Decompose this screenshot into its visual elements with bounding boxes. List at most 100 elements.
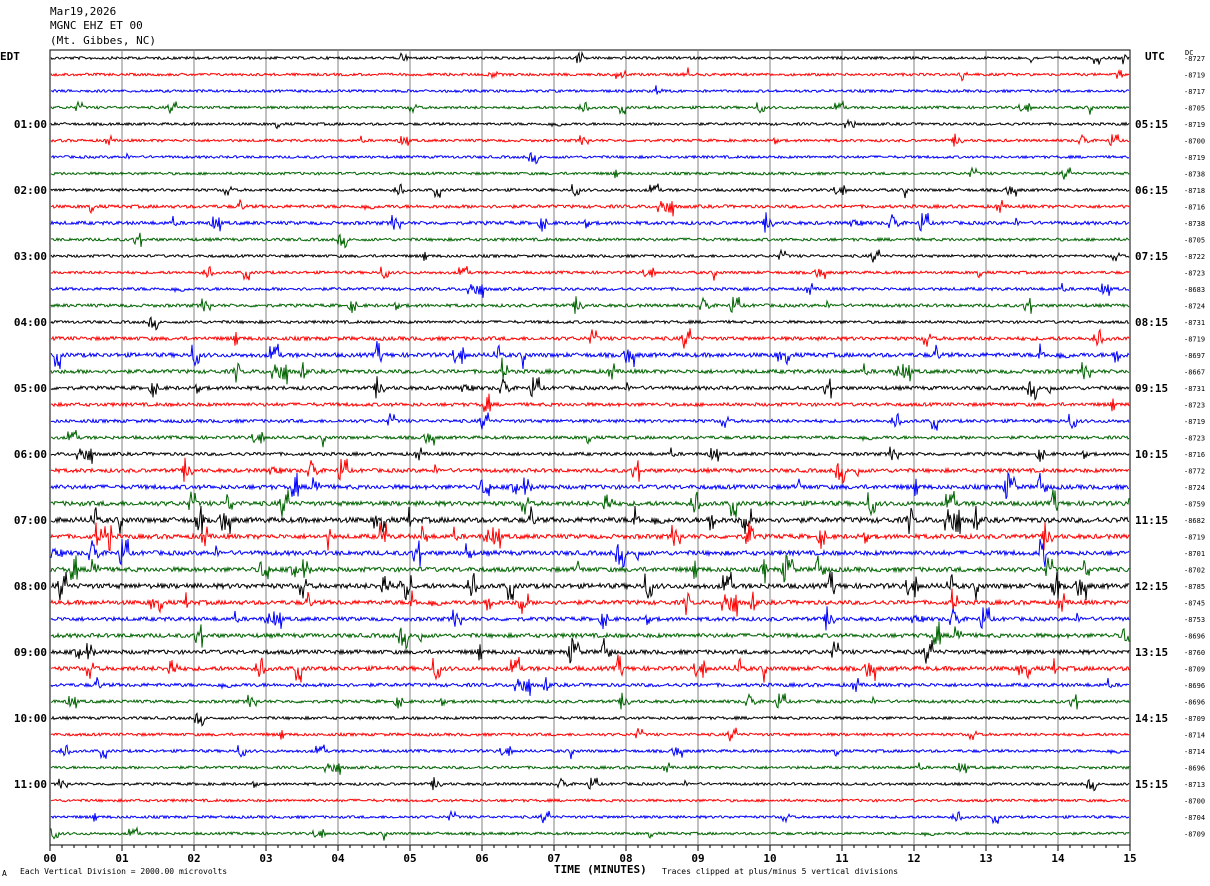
- dc-offset-label: -8718: [1184, 187, 1205, 195]
- seismic-trace: [50, 571, 1130, 601]
- dc-offset-label: -8696: [1184, 682, 1205, 690]
- station-location: (Mt. Gibbes, NC): [50, 34, 156, 47]
- dc-offset-label: -8759: [1184, 501, 1205, 509]
- x-tick-label: 13: [979, 852, 992, 865]
- dc-offset-label: -8723: [1184, 402, 1205, 410]
- seismic-trace: [50, 588, 1130, 617]
- plot-date: Mar19,2026: [50, 5, 117, 18]
- seismic-trace: [50, 677, 1130, 696]
- seismic-trace: [50, 151, 1130, 165]
- dc-offset-label: -8727: [1184, 55, 1205, 63]
- right-hour-label: 08:15: [1135, 316, 1168, 329]
- x-tick-label: 08: [619, 852, 632, 865]
- seismic-trace: [50, 340, 1130, 370]
- seismic-trace: [50, 429, 1130, 448]
- dc-label: DC: [1185, 49, 1194, 57]
- dc-offset-label: -8716: [1184, 451, 1205, 459]
- seismic-trace: [50, 606, 1130, 631]
- dc-offset-label: -8705: [1184, 105, 1205, 113]
- dc-offset-label: -8722: [1184, 253, 1205, 261]
- plot-frame: [49, 49, 1131, 846]
- dc-offset-label: -8702: [1184, 567, 1205, 575]
- seismic-trace: [50, 118, 1130, 130]
- dc-offset-label: -8682: [1184, 517, 1205, 525]
- seismic-trace: [50, 412, 1130, 431]
- dc-offset-label: -8697: [1184, 352, 1205, 360]
- seismic-trace: [50, 457, 1130, 485]
- dc-offset-label: -8723: [1184, 270, 1205, 278]
- dc-offset-label: -8723: [1184, 435, 1205, 443]
- x-tick-label: 07: [547, 852, 560, 865]
- dc-offset-label: -8709: [1184, 666, 1205, 674]
- x-tick-label: 05: [403, 852, 416, 865]
- seismic-trace: [50, 265, 1130, 281]
- left-hour-label: 10:00: [14, 712, 47, 725]
- dc-offset-label: -8745: [1184, 600, 1205, 608]
- left-hour-label: 04:00: [14, 316, 47, 329]
- dc-offset-label: -8719: [1184, 121, 1205, 129]
- dc-offset-label: -8705: [1184, 237, 1205, 245]
- dc-offset-label: -8714: [1184, 748, 1205, 756]
- dc-offset-label: -8696: [1184, 633, 1205, 641]
- dc-offset-label: -8760: [1184, 649, 1205, 657]
- seismic-trace: [50, 328, 1130, 349]
- right-timezone-label: UTC: [1145, 50, 1165, 63]
- seismic-trace: [50, 692, 1130, 710]
- seismic-trace: [51, 712, 1129, 727]
- dc-offset-label: -8753: [1184, 616, 1205, 624]
- seismic-trace: [50, 797, 1130, 804]
- seismic-trace: [50, 393, 1130, 412]
- seismic-trace: [50, 133, 1130, 147]
- vertical-scale-note: Each Vertical Division = 2000.00 microvo…: [20, 867, 228, 876]
- dc-offset-label: -8683: [1184, 286, 1205, 294]
- seismic-trace: [50, 232, 1130, 249]
- x-axis-title: TIME (MINUTES): [554, 863, 647, 876]
- dc-offset-label: -8700: [1184, 798, 1205, 806]
- dc-offset-label: -8709: [1184, 831, 1205, 839]
- seismic-trace: [50, 538, 1130, 568]
- right-hour-label: 10:15: [1135, 448, 1168, 461]
- seismic-trace: [50, 67, 1130, 82]
- seismic-trace: [50, 296, 1130, 314]
- x-tick-label: 03: [259, 852, 272, 865]
- dc-offset-label: -8716: [1184, 204, 1205, 212]
- seismic-trace: [50, 777, 1130, 792]
- seismic-trace: [50, 212, 1130, 233]
- seismic-trace: [50, 183, 1130, 199]
- seismic-trace: [50, 809, 1130, 825]
- clip-note: Traces clipped at plus/minus 5 vertical …: [662, 867, 899, 876]
- dc-offset-label: -8738: [1184, 171, 1205, 179]
- seismic-trace: [50, 522, 1130, 552]
- dc-offset-label: -8724: [1184, 303, 1205, 311]
- right-hour-label: 15:15: [1135, 778, 1168, 791]
- x-tick-label: 15: [1123, 852, 1136, 865]
- left-hour-label: 03:00: [14, 250, 47, 263]
- right-hour-label: 07:15: [1135, 250, 1168, 263]
- seismic-trace: [50, 85, 1130, 95]
- right-hour-label: 06:15: [1135, 184, 1168, 197]
- dc-offset-label: -8667: [1184, 369, 1205, 377]
- seismic-trace: [50, 826, 1130, 841]
- seismic-trace: [50, 471, 1130, 500]
- x-tick-label: 02: [187, 852, 200, 865]
- x-tick-label: 00: [43, 852, 56, 865]
- seismic-trace: [50, 248, 1130, 263]
- dc-offset-label: -8731: [1184, 319, 1205, 327]
- x-tick-label: 10: [763, 852, 776, 865]
- dc-offset-label: -8724: [1184, 484, 1205, 492]
- x-tick-label: 09: [691, 852, 704, 865]
- dc-offset-label: -8717: [1184, 88, 1205, 96]
- seismic-trace: [50, 283, 1130, 298]
- right-hour-label: 05:15: [1135, 118, 1168, 131]
- dc-offset-label: -8738: [1184, 220, 1205, 228]
- left-timezone-label: EDT: [0, 50, 20, 63]
- x-tick-label: 04: [331, 852, 345, 865]
- right-hour-label: 14:15: [1135, 712, 1168, 725]
- seismic-trace: [50, 621, 1130, 651]
- right-hour-label: 09:15: [1135, 382, 1168, 395]
- dc-offset-label: -8772: [1184, 468, 1205, 476]
- station-code: MGNC EHZ ET 00: [50, 19, 143, 32]
- seismic-trace: [50, 357, 1130, 385]
- x-tick-label: 11: [835, 852, 849, 865]
